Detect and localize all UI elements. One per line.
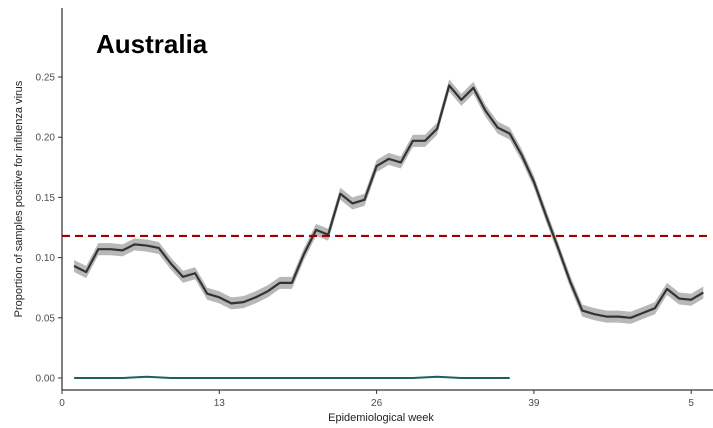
x-tick-label: 13 [214, 398, 226, 409]
y-tick-label: 0.15 [36, 193, 56, 204]
x-axis-ticks: 0 13 26 39 5 [59, 390, 694, 409]
influenza-proportion-line [73, 84, 704, 319]
y-axis-ticks: 0.00 0.05 0.10 0.15 0.20 0.25 [36, 73, 62, 385]
x-tick-label: 0 [59, 398, 65, 409]
x-tick-label: 26 [371, 398, 383, 409]
y-tick-label: 0.20 [36, 133, 56, 144]
x-tick-label: 39 [528, 398, 540, 409]
confidence-band [74, 79, 704, 324]
x-tick-label: 5 [688, 398, 694, 409]
series-layer [73, 79, 704, 379]
baseline-series-line [74, 375, 510, 379]
plot-area: 0.00 0.05 0.10 0.15 0.20 0.25 0 13 26 39 5 [36, 8, 713, 409]
y-axis-title: Proportion of samples positive for influ… [13, 80, 25, 317]
y-tick-label: 0.10 [36, 253, 56, 264]
x-axis-title: Epidemiological week [328, 412, 434, 424]
y-tick-label: 0.25 [36, 73, 56, 84]
y-tick-label: 0.05 [36, 313, 56, 324]
y-tick-label: 0.00 [36, 374, 56, 385]
chart-title: Australia [96, 29, 208, 59]
